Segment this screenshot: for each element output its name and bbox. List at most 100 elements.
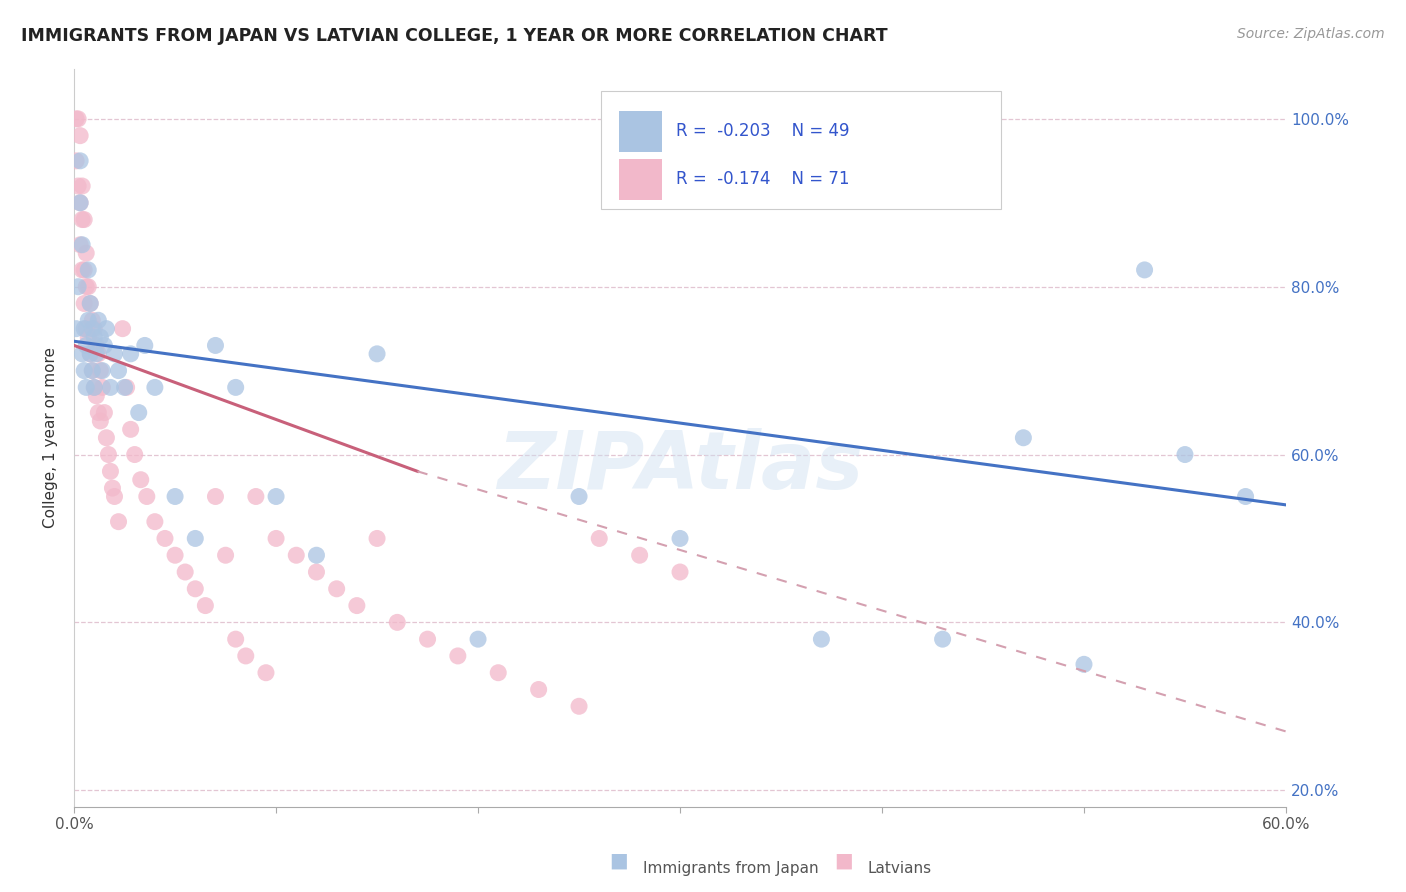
Point: [1234, 490, 1257, 504]
Point: [69, 195, 91, 210]
Point: [366, 532, 388, 546]
Point: [120, 422, 142, 436]
Point: [235, 648, 257, 663]
Point: [89, 414, 111, 428]
Point: [225, 380, 247, 394]
Point: [87, 313, 110, 327]
Point: [84, 389, 107, 403]
Point: [128, 406, 150, 420]
Point: [143, 515, 166, 529]
Point: [245, 490, 267, 504]
Point: [111, 321, 134, 335]
Point: [103, 347, 125, 361]
Point: [568, 490, 591, 504]
Point: [1073, 657, 1095, 672]
Point: [931, 632, 953, 647]
Text: ▪: ▪: [609, 847, 628, 876]
Point: [69, 128, 91, 143]
Point: [73, 363, 96, 377]
Point: [65, 153, 87, 168]
Point: [69, 195, 91, 210]
Point: [174, 565, 197, 579]
Point: [70, 263, 93, 277]
Point: [114, 380, 136, 394]
Point: [184, 582, 207, 596]
Point: [97, 448, 120, 462]
Point: [77, 330, 100, 344]
Point: [1012, 431, 1035, 445]
Point: [305, 565, 328, 579]
Point: [669, 532, 692, 546]
Point: [120, 347, 142, 361]
Point: [75, 338, 97, 352]
Point: [669, 565, 692, 579]
Point: [568, 699, 591, 714]
Point: [93, 406, 115, 420]
Point: [70, 212, 93, 227]
Point: [75, 279, 97, 293]
FancyBboxPatch shape: [602, 91, 1001, 209]
Point: [588, 532, 610, 546]
Point: [77, 279, 100, 293]
Point: [129, 473, 152, 487]
Point: [73, 321, 96, 335]
Point: [69, 153, 91, 168]
Point: [447, 648, 470, 663]
Point: [70, 179, 93, 194]
Text: Latvians: Latvians: [868, 861, 932, 876]
Point: [346, 599, 368, 613]
Y-axis label: College, 1 year or more: College, 1 year or more: [44, 347, 58, 528]
Point: [143, 380, 166, 394]
Point: [87, 347, 110, 361]
Point: [416, 632, 439, 647]
Point: [165, 490, 187, 504]
Point: [285, 548, 308, 562]
Text: Immigrants from Japan: Immigrants from Japan: [643, 861, 818, 876]
Point: [366, 347, 388, 361]
Point: [325, 582, 347, 596]
Point: [93, 338, 115, 352]
Point: [387, 615, 409, 630]
FancyBboxPatch shape: [620, 159, 662, 200]
Point: [1174, 448, 1197, 462]
Point: [810, 632, 832, 647]
Point: [65, 112, 87, 126]
Point: [204, 490, 226, 504]
Point: [153, 532, 176, 546]
Point: [82, 313, 104, 327]
FancyBboxPatch shape: [620, 111, 662, 152]
Point: [264, 532, 287, 546]
Point: [79, 296, 101, 310]
Point: [103, 490, 125, 504]
Point: [100, 464, 122, 478]
Point: [91, 363, 114, 377]
Point: [75, 321, 97, 335]
Point: [82, 363, 104, 377]
Point: [225, 632, 247, 647]
Point: [70, 347, 93, 361]
Point: [89, 330, 111, 344]
Point: [467, 632, 489, 647]
Point: [124, 448, 146, 462]
Point: [84, 347, 107, 361]
Point: [73, 263, 96, 277]
Point: [1133, 263, 1156, 277]
Point: [486, 665, 509, 680]
Point: [65, 321, 87, 335]
Point: [87, 406, 110, 420]
Point: [69, 237, 91, 252]
Point: [135, 490, 157, 504]
Point: [82, 363, 104, 377]
Point: [67, 279, 90, 293]
Point: [96, 431, 118, 445]
Text: IMMIGRANTS FROM JAPAN VS LATVIAN COLLEGE, 1 YEAR OR MORE CORRELATION CHART: IMMIGRANTS FROM JAPAN VS LATVIAN COLLEGE…: [21, 27, 887, 45]
Point: [107, 515, 129, 529]
Point: [79, 347, 101, 361]
Text: ▪: ▪: [834, 847, 853, 876]
Point: [89, 363, 111, 377]
Point: [77, 263, 100, 277]
Point: [184, 532, 207, 546]
Point: [83, 380, 105, 394]
Point: [75, 246, 97, 260]
Point: [83, 330, 105, 344]
